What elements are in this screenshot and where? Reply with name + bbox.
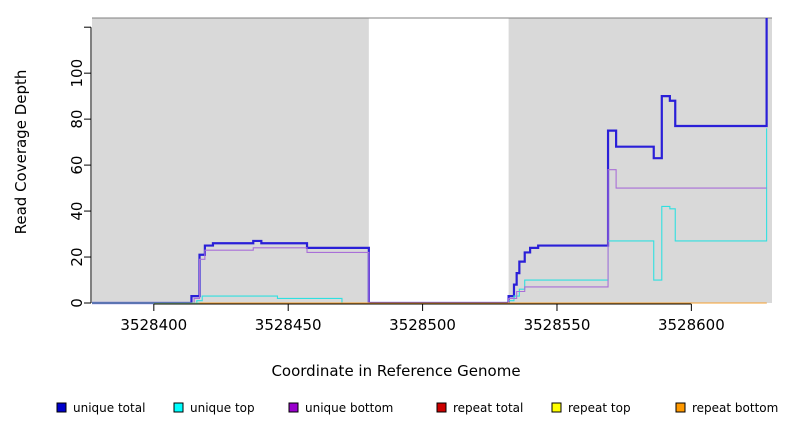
legend-label-unique-top: unique top <box>190 401 255 415</box>
x-tick-label: 3528600 <box>658 316 725 334</box>
legend-label-repeat-top: repeat top <box>568 401 631 415</box>
y-tick-label: 60 <box>68 156 86 175</box>
x-tick-label: 3528450 <box>255 316 322 334</box>
x-tick-label: 3528400 <box>120 316 187 334</box>
legend-label-repeat-total: repeat total <box>453 401 523 415</box>
series-line-unique-top <box>92 128 768 304</box>
series-line-unique-total <box>92 18 768 305</box>
legend-label-unique-bottom: unique bottom <box>305 401 393 415</box>
y-tick-label: 100 <box>68 59 86 88</box>
plot-panel-right <box>508 18 772 303</box>
x-axis: 3528400 3528450 3528500 3528550 3528600 <box>120 303 725 334</box>
y-tick-label: 0 <box>68 298 86 308</box>
legend-swatch-unique-top <box>173 402 184 413</box>
series-line-unique-bottom <box>92 169 767 304</box>
y-tick-label: 20 <box>68 247 86 266</box>
legend: unique total unique top unique bottom repea… <box>56 401 778 415</box>
y-tick-label: 40 <box>68 202 86 221</box>
legend-label-unique-total: unique total <box>73 401 145 415</box>
plot-panel-left <box>92 18 369 303</box>
y-tick-label: 80 <box>68 110 86 129</box>
legend-swatch-repeat-bottom <box>675 402 686 413</box>
series-lines <box>92 18 768 305</box>
legend-swatch-repeat-top <box>551 402 562 413</box>
y-axis-title: Read Coverage Depth <box>12 70 30 235</box>
x-tick-label: 3528500 <box>389 316 456 334</box>
legend-swatch-unique-bottom <box>288 402 299 413</box>
y-axis: 0 20 40 60 80 100 <box>68 26 92 308</box>
plot-area-background <box>92 17 772 303</box>
x-axis-title: Coordinate in Reference Genome <box>271 362 520 380</box>
x-tick-label: 3528550 <box>524 316 591 334</box>
legend-swatch-unique-total <box>56 402 67 413</box>
legend-label-repeat-bottom: repeat bottom <box>692 401 778 415</box>
legend-swatch-repeat-total <box>436 402 447 413</box>
